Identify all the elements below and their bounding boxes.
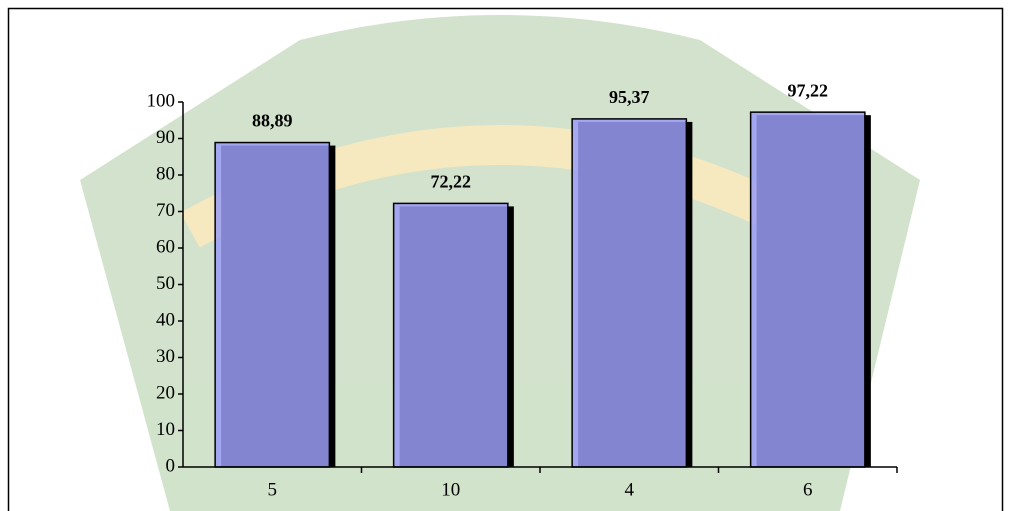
- value-label: 97,22: [788, 80, 829, 100]
- bar: [571, 118, 688, 468]
- y-tick-label: 70: [156, 200, 175, 221]
- y-tick-label: 80: [156, 163, 175, 184]
- bar: [392, 202, 509, 468]
- value-label: 88,89: [252, 111, 293, 131]
- y-tick-label: 40: [156, 309, 175, 330]
- bar: [749, 111, 866, 468]
- y-tick-label: 0: [166, 455, 176, 476]
- y-tick-label: 100: [147, 90, 176, 111]
- value-label: 95,37: [609, 87, 650, 107]
- y-tick-label: 20: [156, 382, 175, 403]
- y-tick-label: 50: [156, 273, 175, 294]
- x-tick-label: 5: [268, 479, 278, 500]
- value-label: 72,22: [431, 172, 472, 192]
- y-tick-label: 90: [156, 127, 175, 148]
- x-tick-label: 10: [441, 479, 460, 500]
- bar: [214, 141, 331, 468]
- y-tick-label: 30: [156, 346, 175, 367]
- y-tick-label: 10: [156, 419, 175, 440]
- y-tick-label: 60: [156, 236, 175, 257]
- x-tick-label: 6: [803, 479, 813, 500]
- x-tick-label: 4: [625, 479, 635, 500]
